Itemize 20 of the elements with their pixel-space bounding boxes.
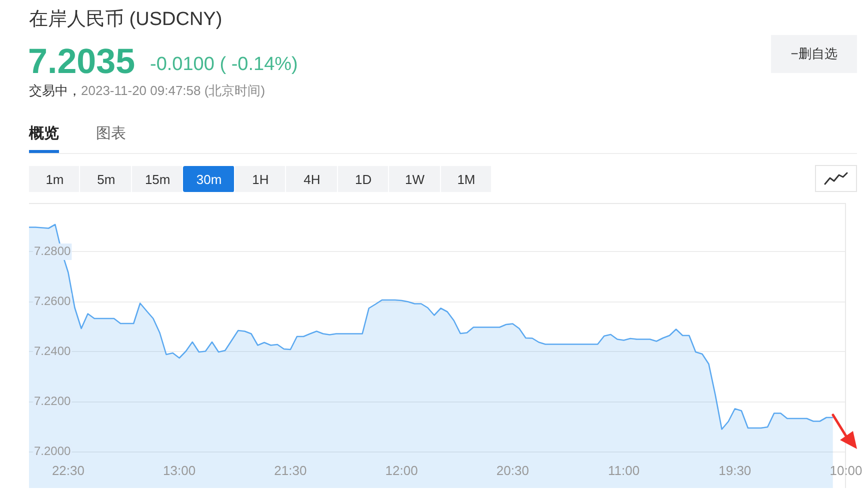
x-tick-label: 13:00: [163, 462, 196, 478]
y-tick-label: 7.2200: [34, 394, 72, 408]
text: 2023-11-20 09:47:58 (北京时间): [81, 83, 266, 99]
text: -0.0100 ( -0.14%): [150, 54, 298, 76]
y-tick-label: 7.2400: [34, 344, 72, 358]
x-tick-label: 12:00: [385, 462, 418, 478]
x-tick-label: 21:30: [274, 462, 307, 478]
x-tick-label: 22:30: [52, 462, 84, 478]
x-tick-label: 19:30: [718, 462, 752, 478]
x-tick-label: 11:00: [608, 462, 640, 478]
y-tick-label: 7.2000: [34, 444, 72, 458]
chart-title: 在岸人民币 (USDCNY): [29, 8, 222, 32]
x-tick-label: 20:30: [496, 462, 529, 478]
y-tick-label: 7.2600: [34, 294, 72, 308]
chart-subtitle: 7.2035: [28, 42, 136, 82]
text: 交易中，: [29, 83, 81, 99]
text: 概览: [29, 124, 59, 144]
x-tick-label: 10:00: [830, 462, 862, 478]
text: 图表: [96, 124, 126, 144]
y-tick-label: 7.2800: [34, 244, 72, 258]
